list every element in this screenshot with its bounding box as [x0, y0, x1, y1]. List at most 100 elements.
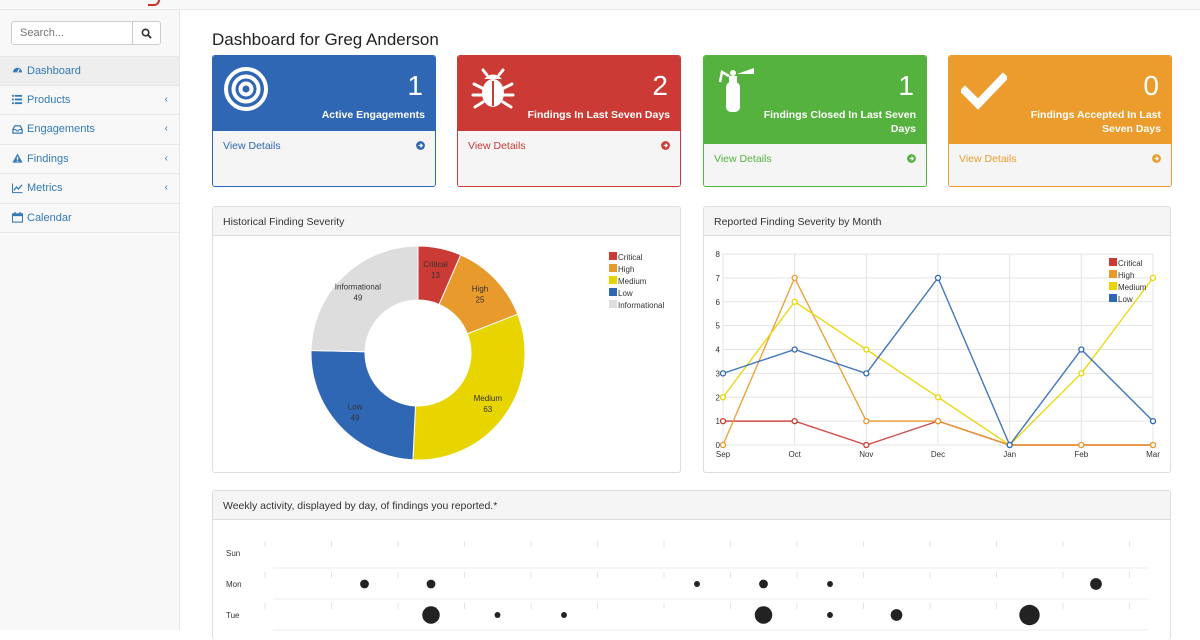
- sidebar-item-calendar[interactable]: Calendar: [0, 204, 179, 233]
- top-navbar: [0, 0, 1200, 10]
- legend-label: Critical: [1118, 259, 1143, 268]
- slice-label: Low: [348, 403, 363, 412]
- legend-label: Critical: [618, 253, 643, 262]
- monthly-severity-panel: Reported Finding Severity by Month 0 1 2 3 4…: [703, 206, 1171, 473]
- view-details-link[interactable]: View Details: [213, 131, 435, 186]
- line-legend: Critical High Medium Low: [1109, 258, 1147, 304]
- inbox-icon: [12, 124, 23, 134]
- legend-label: Medium: [1118, 283, 1147, 292]
- legend-swatch: [1109, 270, 1117, 278]
- sidebar-item-label: Engagements: [27, 123, 95, 136]
- weekly-activity-panel: Weekly activity, displayed by day, of fi…: [212, 490, 1171, 640]
- sidebar: DashboardProducts‹Engagements‹Findings‹M…: [0, 10, 180, 630]
- dashboard-icon: [12, 68, 23, 73]
- list-icon: [12, 95, 23, 105]
- chevron-left-icon: ‹: [164, 123, 168, 134]
- day-label: Sun: [226, 549, 240, 558]
- activity-bubble: [694, 581, 700, 587]
- x-tick-label: Nov: [859, 450, 873, 459]
- legend-label: Medium: [618, 277, 647, 286]
- sidebar-item-findings[interactable]: Findings ‹: [0, 145, 179, 174]
- sidebar-item-label: Products: [27, 93, 71, 106]
- sidebar-item-label: Dashboard: [27, 64, 81, 77]
- sidebar-item-metrics[interactable]: Metrics ‹: [0, 174, 179, 204]
- card-count: 0: [1143, 70, 1159, 101]
- data-point-high: [791, 274, 798, 282]
- calendar-icon: [12, 212, 23, 223]
- data-point-medium: [934, 394, 942, 401]
- sidebar-item-engagements[interactable]: Engagements ‹: [0, 115, 179, 145]
- view-details-label: View Details: [468, 140, 526, 152]
- arrow-circle-right-icon: [1152, 154, 1161, 163]
- panel-heading: Historical Finding Severity: [213, 207, 680, 236]
- data-point-medium: [719, 394, 727, 401]
- search-box: [11, 21, 161, 45]
- data-point-low: [863, 370, 870, 377]
- slice-label: High: [472, 284, 488, 293]
- data-point-low: [1149, 417, 1157, 425]
- card-head: 1 Findings Closed In Last Seven Days: [704, 56, 926, 144]
- legend-label: High: [618, 265, 634, 274]
- activity-bubble: [360, 579, 369, 589]
- y-tick-label: 0: [716, 441, 721, 450]
- donut-slice-informational: [310, 245, 419, 353]
- activity-bubble: [426, 579, 436, 589]
- warning-icon: [12, 153, 23, 163]
- check-icon: [961, 72, 1007, 110]
- sidebar-item-products[interactable]: Products ‹: [0, 86, 179, 115]
- data-point-low: [791, 346, 798, 353]
- view-details-link[interactable]: View Details: [704, 144, 926, 186]
- data-point-high: [863, 417, 870, 425]
- y-tick-label: 2: [716, 393, 721, 402]
- data-point-low: [1006, 441, 1013, 449]
- data-point-low: [719, 370, 727, 377]
- severity-donut-chart: Critical 13 High 25 Medium 63 Low 49 Information…: [310, 245, 664, 461]
- card-count: 1: [898, 70, 914, 101]
- slice-label: Medium: [474, 394, 503, 403]
- activity-bubble: [1019, 604, 1040, 626]
- view-details-link[interactable]: View Details: [949, 144, 1171, 186]
- card-findings-accepted: 0 Findings Accepted In Last Seven Days V…: [948, 55, 1172, 187]
- activity-bubble: [1090, 578, 1102, 590]
- card-label: Findings Closed In Last Seven Days: [763, 109, 916, 135]
- sidebar-item-label: Findings: [27, 152, 69, 165]
- x-tick-label: Sep: [716, 450, 731, 459]
- panel-heading: Reported Finding Severity by Month: [704, 207, 1170, 236]
- donut-legend: Critical High Medium Low Informational: [609, 252, 664, 310]
- data-point-high: [1078, 441, 1085, 449]
- y-tick-label: 6: [716, 298, 721, 307]
- x-tick-label: Feb: [1074, 450, 1088, 459]
- y-tick-label: 1: [716, 417, 721, 426]
- target-icon: [224, 67, 268, 111]
- slice-value: 49: [353, 293, 362, 302]
- fire-extinguisher-icon: [718, 68, 754, 112]
- x-tick-label: Dec: [931, 450, 945, 459]
- card-findings-last-seven-days: 2 Findings In Last Seven Days View Detai…: [457, 55, 681, 187]
- activity-bubble: [759, 579, 768, 589]
- activity-bubble: [827, 581, 833, 587]
- sidebar-nav: Dashboard Products ‹ Engagements ‹ Findings ‹ M…: [0, 56, 179, 233]
- data-point-critical: [863, 441, 870, 449]
- search-input[interactable]: [12, 22, 132, 44]
- card-head: 2 Findings In Last Seven Days: [458, 56, 680, 131]
- brand-logo[interactable]: [148, 0, 160, 6]
- card-label: Findings Accepted In Last Seven Days: [1030, 109, 1161, 135]
- legend-swatch: [1109, 294, 1117, 302]
- search-button[interactable]: [132, 22, 160, 44]
- view-details-label: View Details: [714, 153, 772, 165]
- sidebar-item-dashboard[interactable]: Dashboard: [0, 56, 179, 86]
- day-label: Tue: [226, 611, 240, 620]
- card-head: 1 Active Engagements: [213, 56, 435, 131]
- data-point-critical: [719, 417, 727, 425]
- sidebar-item-label: Metrics: [27, 182, 63, 195]
- view-details-link[interactable]: View Details: [458, 131, 680, 186]
- legend-swatch: [609, 300, 617, 308]
- slice-value: 63: [483, 405, 492, 414]
- data-point-low: [1078, 346, 1085, 353]
- sidebar-item-label: Calendar: [27, 211, 72, 224]
- legend-label: Informational: [618, 301, 664, 310]
- legend-swatch: [609, 276, 617, 284]
- view-details-label: View Details: [223, 140, 281, 152]
- search-icon: [141, 28, 152, 39]
- data-point-critical: [791, 417, 798, 425]
